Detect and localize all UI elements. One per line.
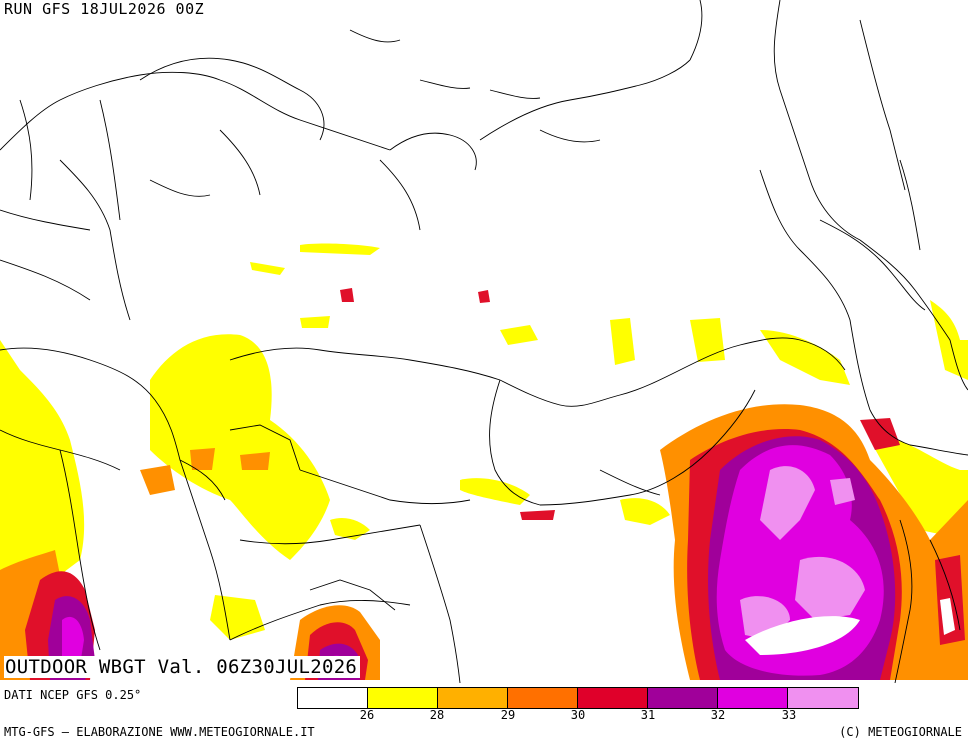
legend-tick-label: 30: [570, 708, 586, 722]
color-legend: [297, 687, 859, 709]
legend-swatch: [368, 688, 438, 708]
white-core-area: [745, 616, 860, 655]
legend-tick-label: 28: [429, 708, 445, 722]
legend-swatch: [578, 688, 648, 708]
coastlines-and-borders: [0, 0, 968, 683]
footer-credit-right: (C) METEOGIORNALE: [839, 725, 962, 739]
legend-swatch: [788, 688, 858, 708]
legend-swatch: [438, 688, 508, 708]
footer-credit-left: MTG-GFS — ELABORAZIONE WWW.METEOGIORNALE…: [4, 725, 315, 739]
legend-tick-label: 31: [640, 708, 656, 722]
legend-swatch: [718, 688, 788, 708]
run-label: RUN GFS 18JUL2026 00Z: [4, 0, 205, 18]
legend-tick-label: 33: [781, 708, 797, 722]
legend-tick-label: 26: [359, 708, 375, 722]
legend-swatch: [648, 688, 718, 708]
weather-map: [0, 0, 968, 683]
data-source-label: DATI NCEP GFS 0.25°: [4, 688, 142, 702]
valid-time-label: OUTDOOR WBGT Val. 06Z30JUL2026: [4, 656, 361, 678]
legend-swatch: [298, 688, 368, 708]
legend-tick-label: 32: [710, 708, 726, 722]
white-core-area-east: [940, 598, 955, 635]
legend-swatch: [508, 688, 578, 708]
legend-tick-label: 29: [500, 708, 516, 722]
